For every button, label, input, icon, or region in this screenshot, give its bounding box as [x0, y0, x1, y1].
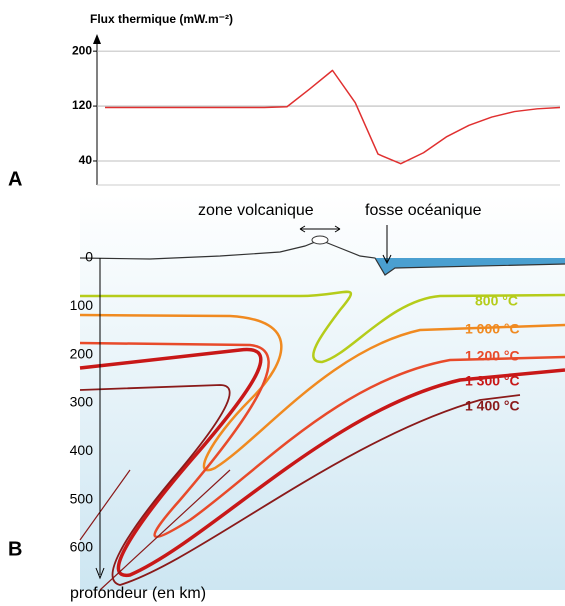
- isotherm-1000: [79, 313, 565, 472]
- isotherm-1400: [79, 384, 521, 586]
- ocean: [375, 258, 565, 275]
- axis-arrow: [93, 34, 101, 44]
- depth-tick-label: 400: [70, 442, 94, 458]
- slab-edge: [79, 469, 231, 591]
- depth-tick-label: 600: [70, 539, 94, 555]
- axis-label: profondeur (en km): [70, 585, 206, 602]
- depth-axis: [95, 258, 105, 580]
- arrow: [382, 225, 392, 265]
- y-tick-label: 40: [79, 153, 93, 167]
- depth-tick-label: 200: [70, 345, 94, 361]
- depth-tick-label: 100: [70, 297, 94, 313]
- isotherm-800: [80, 290, 565, 364]
- depth-tick-label: 500: [70, 490, 94, 506]
- double-arrow: [299, 225, 341, 233]
- annotation: zone volcanique: [198, 202, 314, 219]
- isotherm-label: 1 200 °C: [465, 348, 520, 364]
- isotherm-label: 1 300 °C: [465, 373, 520, 389]
- chart-title: Flux thermique (mW.m⁻²): [90, 12, 233, 26]
- isotherm-label: 1 000 °C: [465, 321, 520, 337]
- mantle-background: [80, 195, 565, 590]
- panel-label: B: [8, 538, 22, 560]
- data-line: [105, 69, 561, 165]
- isotherm-label: 1 400 °C: [465, 398, 520, 414]
- depth-tick-label: 300: [70, 394, 94, 410]
- depth-tick-label: 0: [85, 249, 93, 265]
- panel-label: A: [8, 168, 22, 190]
- isotherm-1300: [79, 347, 565, 577]
- isotherm-label: 800 °C: [475, 293, 518, 309]
- y-tick-label: 120: [72, 98, 92, 112]
- annotation: fosse océanique: [365, 202, 482, 219]
- surface: [79, 239, 565, 276]
- volcano: [311, 235, 329, 245]
- y-tick-label: 200: [72, 43, 92, 57]
